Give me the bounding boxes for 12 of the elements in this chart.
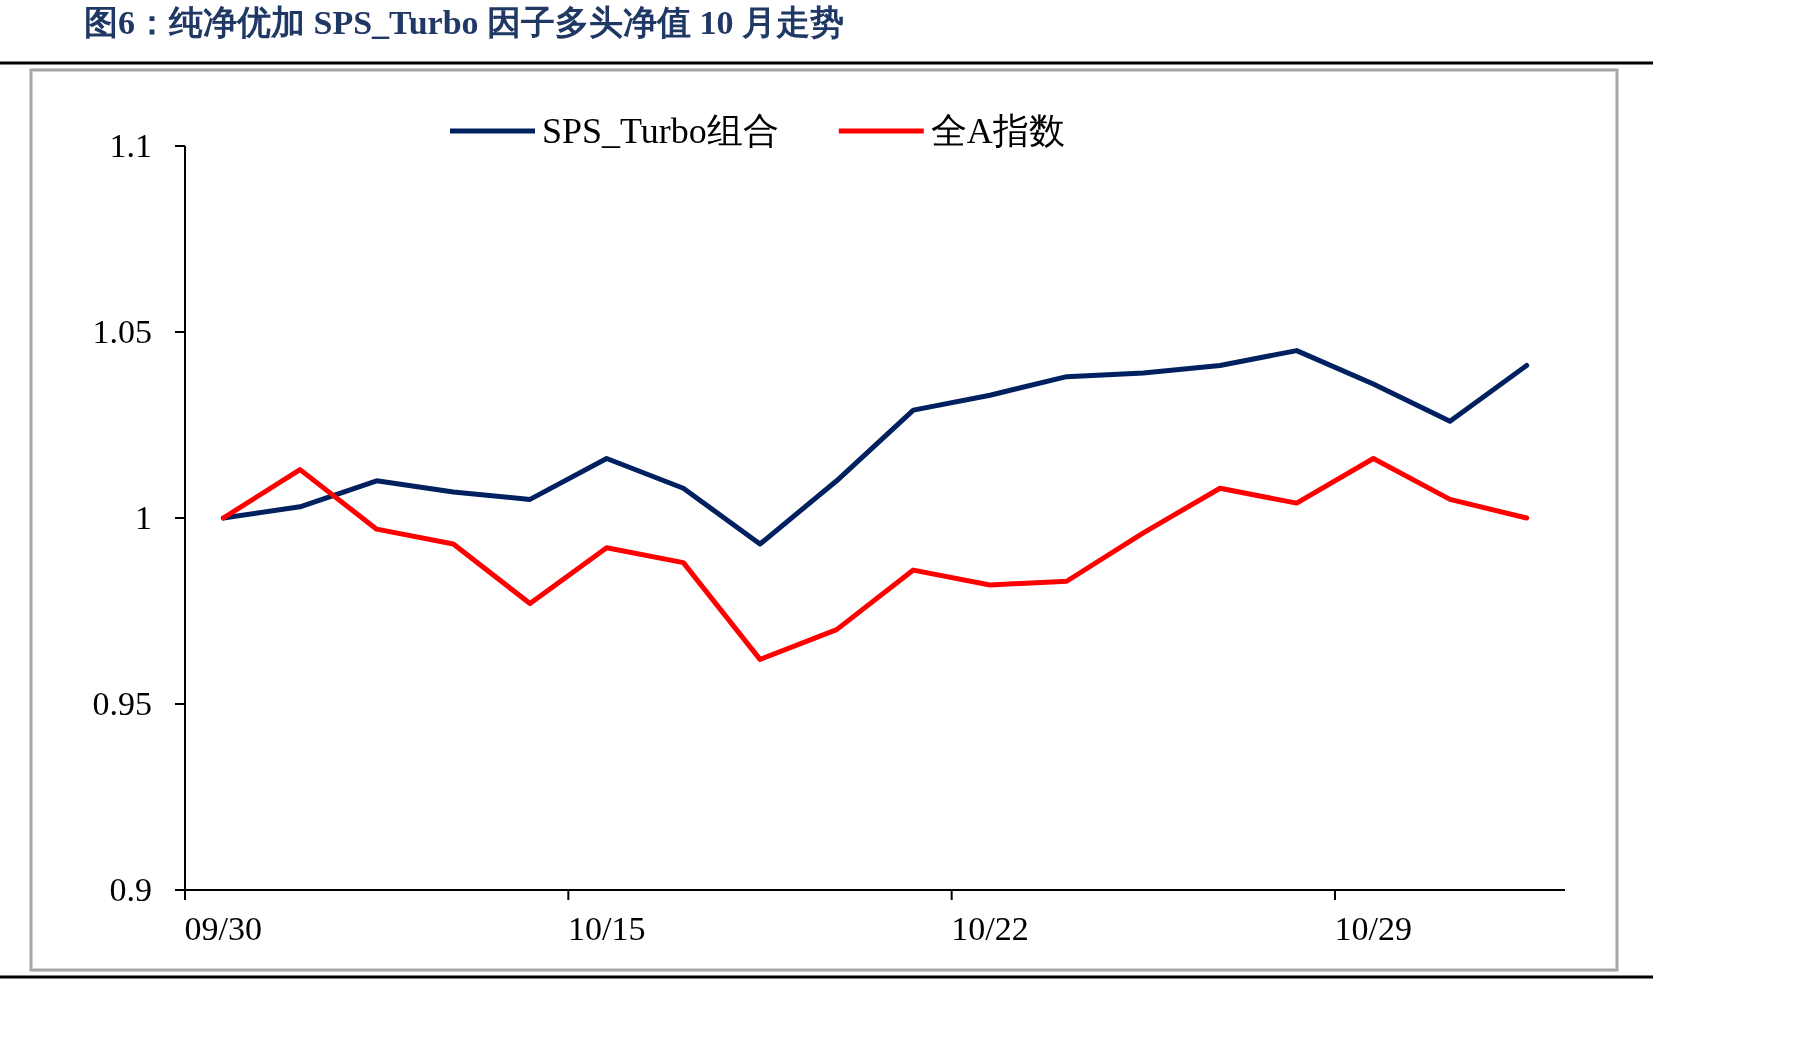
y-tick-label: 1.05 [92, 313, 152, 350]
legend-label: SPS_Turbo组合 [542, 111, 779, 151]
chart-title: 图6：纯净优加 SPS_Turbo 因子多头净值 10 月走势 [84, 4, 845, 41]
y-tick-label: 1.1 [109, 127, 152, 164]
y-tick-label: 1 [135, 499, 152, 536]
y-tick-label: 0.9 [109, 871, 152, 908]
x-tick-label: 10/15 [567, 910, 646, 947]
x-tick-label: 10/29 [1334, 910, 1413, 947]
legend-label: 全A指数 [930, 111, 1065, 151]
x-tick-label: 09/30 [184, 910, 263, 947]
y-tick-label: 0.95 [92, 685, 152, 722]
x-tick-label: 10/22 [951, 910, 1029, 947]
